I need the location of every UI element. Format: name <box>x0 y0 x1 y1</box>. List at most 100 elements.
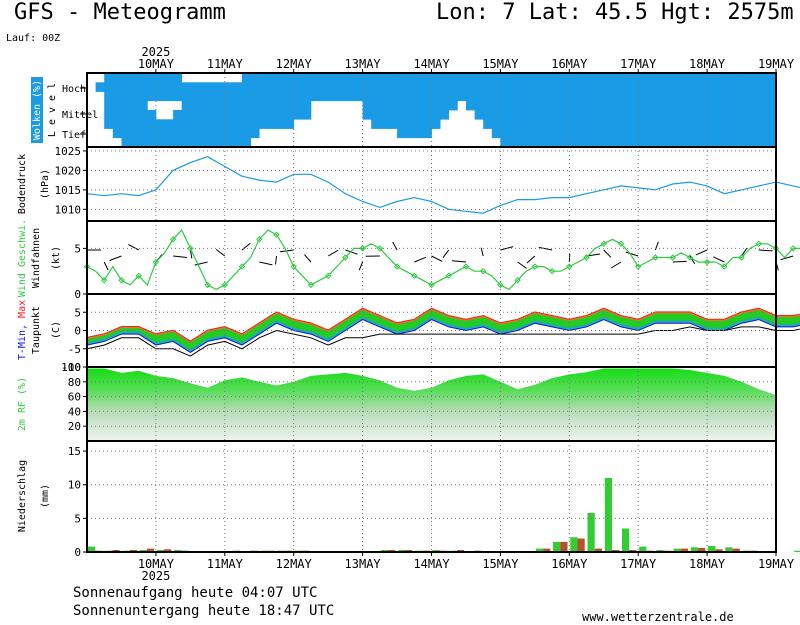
cloud-cell <box>707 100 717 111</box>
cloud-cell <box>259 82 269 92</box>
wind-speed-point <box>686 254 694 261</box>
cloud-cell <box>414 119 424 129</box>
cloud-cell <box>655 119 665 129</box>
wind-barb <box>189 249 193 259</box>
cloud-cell <box>422 100 432 111</box>
website-url[interactable]: www.wetterzentrale.de <box>582 610 734 624</box>
cloud-cell <box>646 73 656 83</box>
cloud-cell <box>638 100 648 111</box>
cloud-cell <box>457 73 467 83</box>
cloud-cell <box>664 73 673 83</box>
cloud-cell <box>345 73 355 83</box>
cloud-cell <box>354 73 363 83</box>
rain-bar <box>604 478 612 552</box>
wind-speed-point <box>359 245 366 252</box>
wind-speed-point <box>256 236 263 243</box>
wind-barb <box>500 246 514 251</box>
cloud-cell <box>500 137 510 148</box>
temp-min-line <box>86 319 800 353</box>
wind-barb <box>442 249 450 258</box>
cloud-cell <box>267 110 277 120</box>
cloud-cell <box>750 100 760 111</box>
cloud-cell <box>173 82 183 92</box>
cloud-cell <box>112 82 122 92</box>
x-tick-label-top: 12MAY <box>276 57 313 71</box>
wind-speed-point <box>169 236 177 243</box>
windbarb-axis-label: Windfahnen <box>31 228 42 288</box>
wind-speed-point <box>428 281 435 289</box>
wind-speed-point <box>324 272 332 280</box>
cloud-cell <box>664 137 673 148</box>
cloud-cell <box>732 100 742 111</box>
cloud-cell <box>199 91 208 102</box>
cloud-cell <box>440 100 450 111</box>
wind-speed-point <box>617 240 625 248</box>
cloud-cell <box>293 110 303 120</box>
wind-speed-point <box>307 281 315 289</box>
wind-barb <box>517 261 527 269</box>
wind-speed-point <box>393 263 401 270</box>
cloud-cell <box>767 128 777 139</box>
cloud-cell <box>715 119 725 129</box>
cloud-cell <box>216 110 226 120</box>
wind-barb <box>526 255 536 264</box>
cloud-cell <box>767 82 777 92</box>
snow-bar <box>715 549 723 552</box>
cloud-cell <box>483 73 493 83</box>
cloud-cell <box>224 82 234 92</box>
cloud-cell <box>130 91 140 102</box>
cloud-cell <box>483 91 493 102</box>
cloud-cell <box>681 137 691 148</box>
cloud-cell <box>543 82 553 92</box>
cloud-cell <box>715 137 725 148</box>
cloud-cell <box>586 91 596 102</box>
cloud-cell <box>233 91 243 102</box>
cloud-cell <box>698 110 708 120</box>
cloud-cell <box>534 82 544 92</box>
cloud-cell <box>629 100 639 111</box>
cloud-cell <box>466 100 475 111</box>
cloud-cell <box>293 91 303 102</box>
cloud-cell <box>509 73 518 83</box>
cloud-cell <box>569 82 579 92</box>
cloud-cell <box>336 73 346 83</box>
cloud-cell <box>147 110 157 120</box>
cloud-cell <box>526 128 536 139</box>
cloud-cell <box>431 73 441 83</box>
wind-barb <box>695 249 708 256</box>
cloud-cell <box>758 73 768 83</box>
cloud-cell <box>698 100 708 111</box>
cloud-cell <box>336 91 346 102</box>
cloud-cell <box>207 137 217 148</box>
cloud-cell <box>448 91 458 102</box>
cloud-cell <box>466 82 475 92</box>
wind-barb <box>392 241 398 251</box>
cloud-cell <box>534 100 544 111</box>
cloud-cell <box>612 128 622 139</box>
cloud-cell <box>491 119 501 129</box>
cloud-cell <box>405 100 415 111</box>
cloud-cell <box>491 73 501 83</box>
cloud-cell <box>483 110 493 120</box>
wind-barb <box>194 261 208 266</box>
cloud-cell <box>112 119 122 129</box>
cloud-cell <box>526 100 536 111</box>
cloud-cell <box>397 100 407 111</box>
cloud-cell <box>629 110 639 120</box>
cloud-cell <box>190 100 200 111</box>
cloud-cell <box>466 73 475 83</box>
cloud-cell <box>509 137 518 148</box>
cloud-cell <box>224 100 234 111</box>
cloud-cell <box>646 128 656 139</box>
cloud-cell <box>233 128 243 139</box>
cloud-cell <box>500 100 510 111</box>
cloud-cell <box>646 82 656 92</box>
cloud-cell <box>707 128 717 139</box>
cloud-cell <box>629 128 639 139</box>
cloud-cell <box>552 137 562 148</box>
cloud-cell <box>612 110 622 120</box>
snow-bar <box>732 548 740 552</box>
cloud-cell <box>612 100 622 111</box>
cloud-cell <box>500 128 510 139</box>
cloud-cell <box>534 110 544 120</box>
